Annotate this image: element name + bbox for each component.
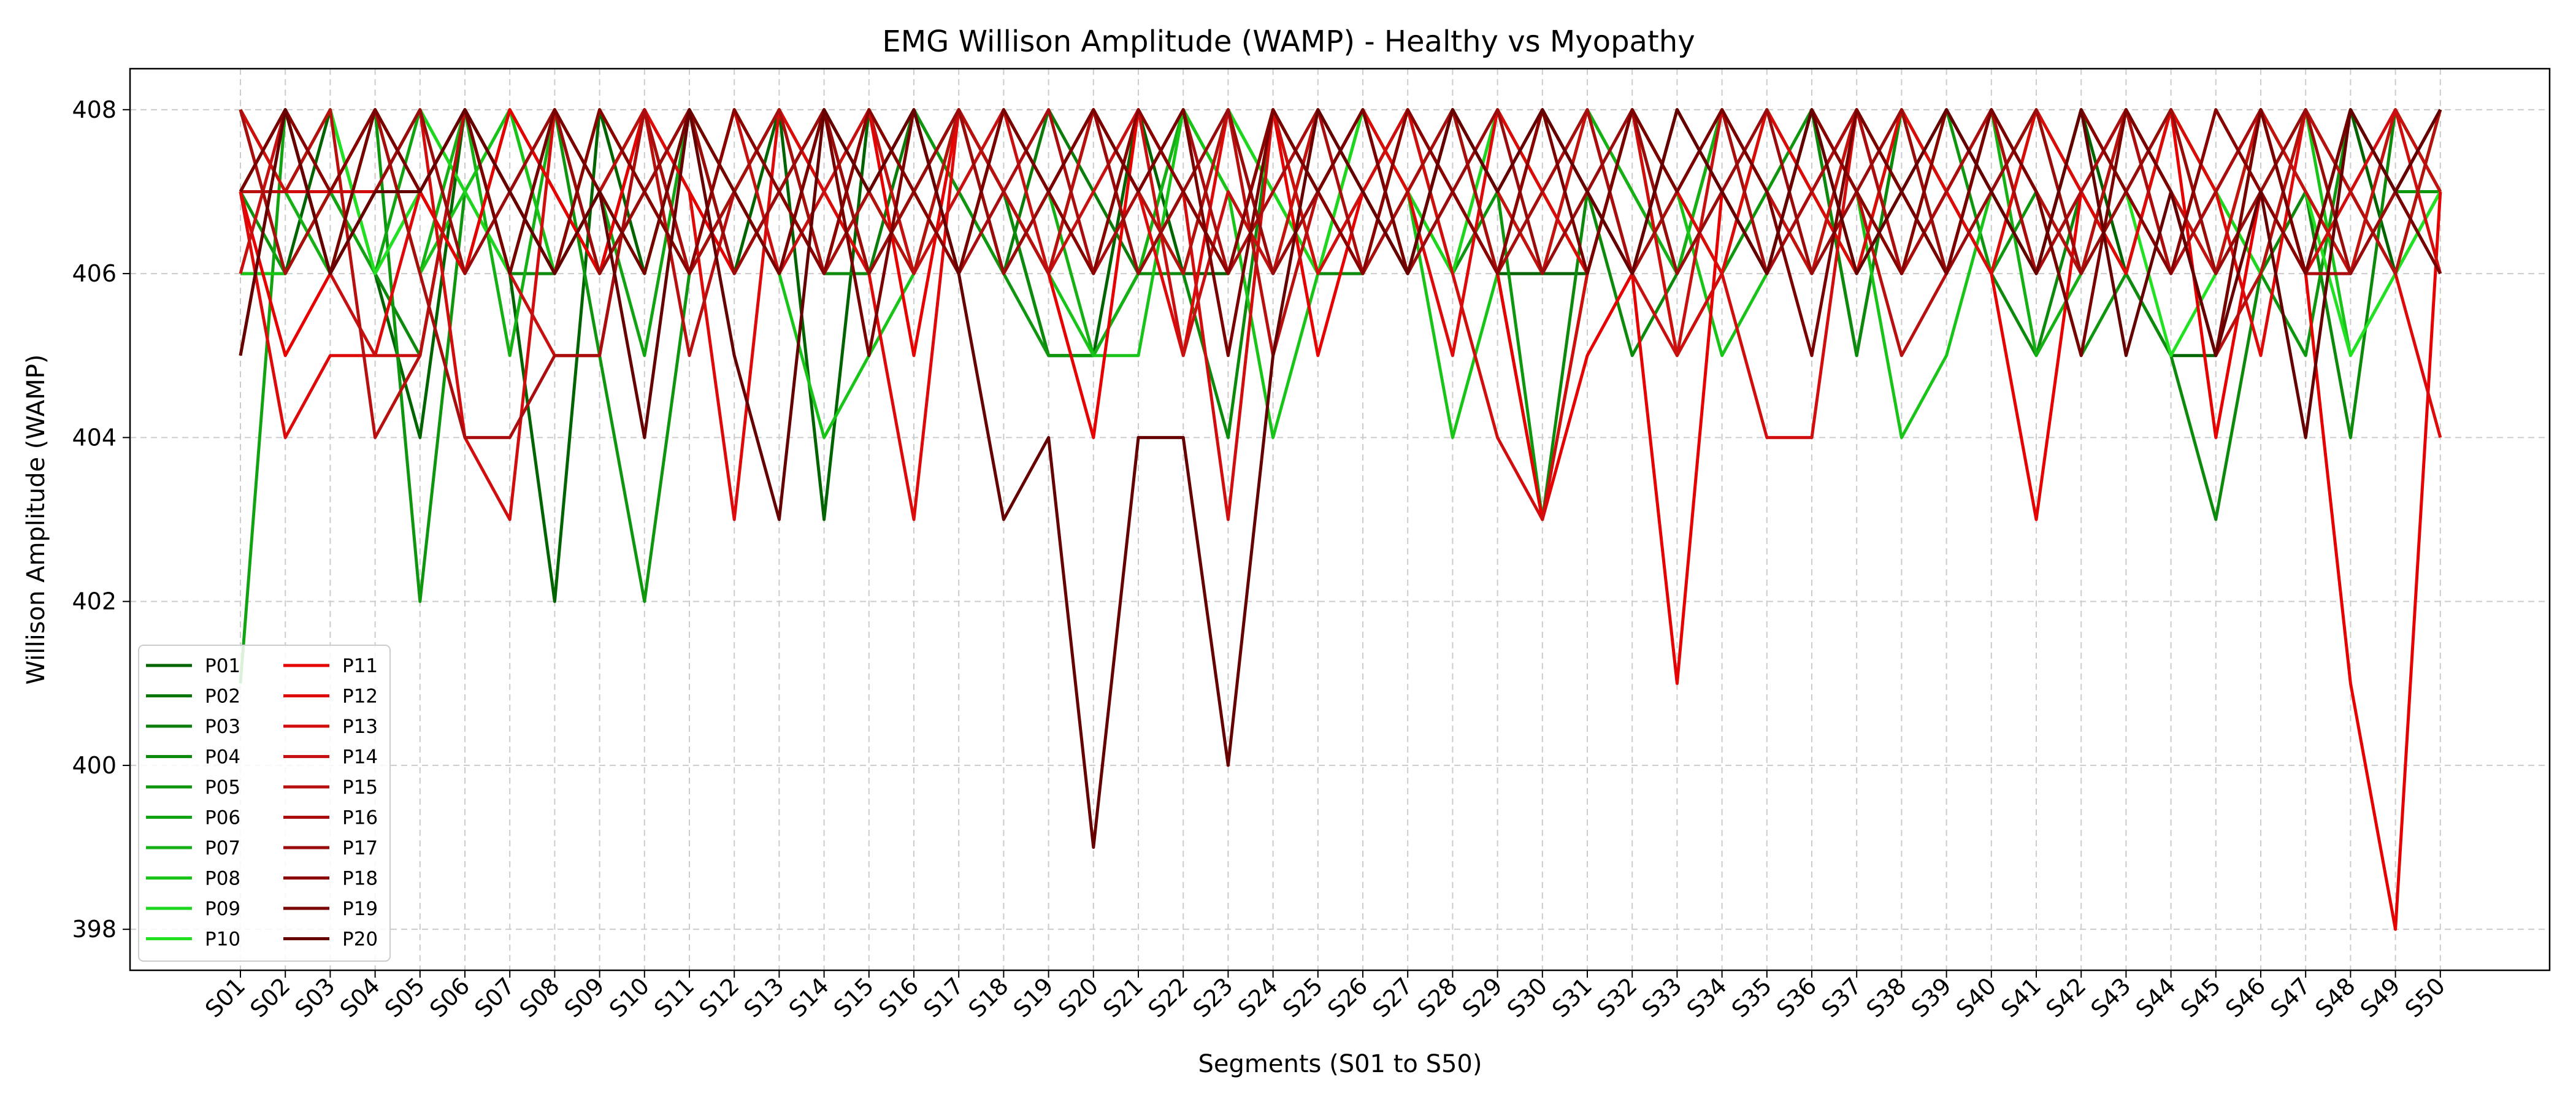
legend: P01 P02 P03 P04 P05 P06 P07 P08 P09 P10 P11 P12 P13 P… <box>138 645 391 962</box>
legend-label: P04 <box>205 746 240 769</box>
legend-label: P13 <box>342 716 378 738</box>
legend-label: P18 <box>342 868 378 890</box>
legend-label: P09 <box>205 898 240 920</box>
x-axis-label: Segments (S01 to S50) <box>1198 1050 1482 1078</box>
y-tick-label: 408 <box>72 96 117 123</box>
y-tick-label: 402 <box>72 588 117 615</box>
legend-box <box>138 645 391 962</box>
legend-label: P06 <box>205 807 240 829</box>
series-line-p20 <box>239 108 2442 849</box>
y-tick-label: 404 <box>72 424 117 451</box>
legend-label: P05 <box>205 776 240 799</box>
legend-label: P17 <box>342 837 378 859</box>
legend-label: P10 <box>205 929 240 951</box>
y-axis-label: Willison Amplitude (WAMP) <box>22 355 50 685</box>
plot-frame <box>129 67 2551 972</box>
y-tick-label: 400 <box>72 752 117 779</box>
grid <box>130 69 2550 970</box>
legend-label: P15 <box>342 776 378 799</box>
legend-label: P14 <box>342 746 378 769</box>
legend-label: P07 <box>205 837 240 859</box>
chart-title: EMG Willison Amplitude (WAMP) - Healthy … <box>882 25 1695 59</box>
series-line-p16 <box>239 108 2442 439</box>
legend-label: P01 <box>205 655 240 677</box>
legend-label: P12 <box>342 686 378 708</box>
y-tick-label: 398 <box>72 916 117 943</box>
legend-label: P02 <box>205 686 240 708</box>
legend-label: P19 <box>342 898 378 920</box>
legend-label: P11 <box>342 655 378 677</box>
y-tick-label: 406 <box>72 260 117 287</box>
series-lines <box>239 108 2442 931</box>
legend-label: P03 <box>205 716 240 738</box>
legend-label: P20 <box>342 929 378 951</box>
legend-label: P08 <box>205 868 240 890</box>
legend-label: P16 <box>342 807 378 829</box>
